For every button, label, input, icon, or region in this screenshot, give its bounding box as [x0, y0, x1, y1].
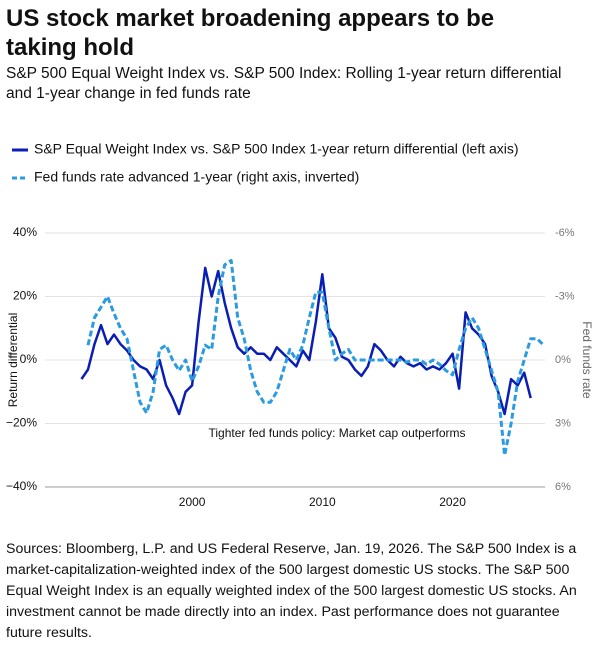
- chart-subtitle: S&P 500 Equal Weight Index vs. S&P 500 I…: [6, 65, 562, 102]
- y2-tick-label: 0%: [555, 354, 571, 366]
- y-tick-label: −20%: [6, 416, 37, 430]
- x-tick-label: 2010: [309, 495, 336, 509]
- x-tick-label: 2020: [439, 495, 466, 509]
- y2-axis-label: Fed funds rate: [580, 321, 594, 399]
- chart-title: US stock market broadening appears to be…: [6, 5, 495, 61]
- legend-label: S&P Equal Weight Index vs. S&P 500 Index…: [34, 141, 519, 157]
- y2-tick-label: -6%: [555, 227, 575, 239]
- y-tick-label: −40%: [6, 479, 37, 493]
- y-tick-label: 40%: [13, 225, 37, 239]
- y-tick-label: 20%: [13, 289, 37, 303]
- legend-label: Fed funds rate advanced 1-year (right ax…: [34, 169, 359, 185]
- y2-tick-label: 6%: [555, 481, 571, 493]
- y-axis-label: Return differential: [6, 313, 20, 408]
- annotation: Tighter fed funds policy: Market cap out…: [208, 426, 465, 440]
- series-line: [86, 259, 545, 457]
- chart: Return differential Fed funds rate Tight…: [6, 141, 594, 509]
- series-line: [80, 266, 532, 416]
- source-note: Sources: Bloomberg, L.P. and US Federal …: [6, 541, 577, 641]
- x-tick-label: 2000: [179, 495, 206, 509]
- y2-tick-label: 3%: [555, 417, 571, 429]
- y-tick-label: 0%: [20, 352, 38, 366]
- y2-tick-label: -3%: [555, 290, 575, 302]
